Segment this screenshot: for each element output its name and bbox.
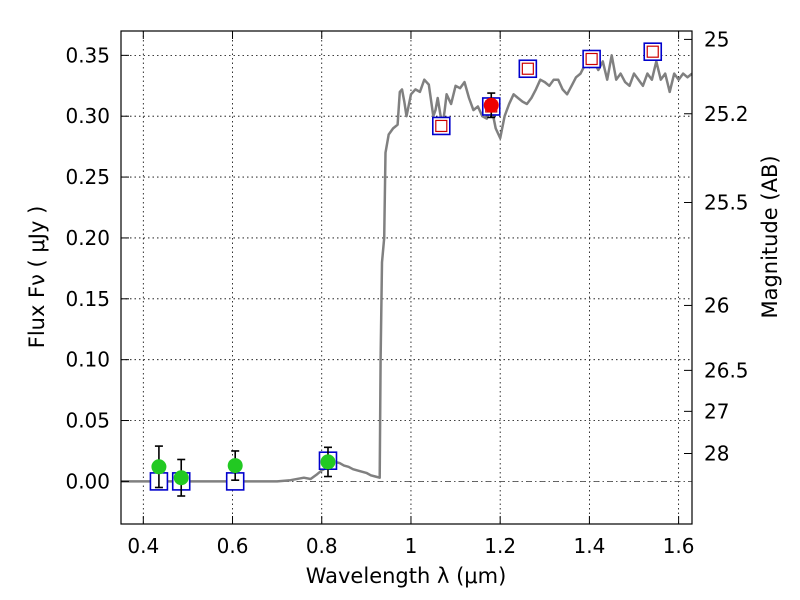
model-box	[518, 59, 538, 79]
dropout-marker	[227, 458, 243, 474]
x-tick-label: 0.6	[217, 534, 249, 558]
observed-point	[320, 446, 336, 478]
x-axis-label: Wavelength λ (μm)	[306, 564, 507, 588]
y-tick-label: 0.25	[65, 165, 110, 189]
detection-marker	[483, 97, 499, 113]
x-tick-label: 1.4	[573, 534, 605, 558]
mag-tick-label: 25.5	[704, 191, 749, 215]
model-box	[643, 42, 663, 61]
model-box	[431, 116, 451, 136]
x-tick-label: 1	[405, 534, 418, 558]
mag-tick-label: 26.5	[704, 358, 749, 382]
tick-labels: 0.4 0.6 0.8 1 1.2 1.4 1.6 0.00 0.05 0.10 0.15 0.20 0…	[65, 27, 748, 558]
plot-frame	[120, 30, 693, 525]
y-tick-label: 0.10	[65, 348, 110, 372]
observed-point	[173, 458, 189, 497]
model-box-inner	[646, 45, 659, 58]
mag-tick-label: 25.2	[704, 102, 749, 126]
mag-tick-label: 28	[704, 442, 729, 466]
dropout-marker	[151, 459, 167, 475]
y-tick-label: 0.30	[65, 104, 110, 128]
x-tick-label: 0.8	[306, 534, 338, 558]
grid	[121, 31, 692, 524]
observed-point	[227, 450, 243, 481]
template-spectrum-line	[121, 54, 692, 483]
dropout-marker	[173, 470, 189, 486]
y-tick-label: 0.35	[65, 43, 110, 67]
y-tick-label: 0.05	[65, 409, 110, 433]
data-marks	[149, 42, 663, 497]
dropout-marker	[320, 454, 336, 470]
y-axis-label: Flux Fν ( μJy )	[25, 206, 49, 349]
x-tick-label: 0.4	[127, 534, 159, 558]
model-box	[582, 49, 601, 69]
mag-tick-label: 25	[704, 27, 729, 51]
model-box-inner	[435, 119, 448, 133]
model-box-inner	[585, 52, 598, 66]
y-tick-label: 0.00	[65, 469, 110, 493]
observed-point	[483, 92, 499, 119]
model-point	[643, 42, 663, 61]
model-point	[582, 49, 601, 69]
mag-tick-label: 26	[704, 293, 729, 317]
mag-tick-label: 27	[704, 399, 729, 423]
y2-axis-label: Magnitude (AB)	[758, 155, 782, 318]
observed-point	[151, 445, 167, 489]
model-point	[518, 59, 538, 79]
y-tick-label: 0.20	[65, 226, 110, 250]
axis-ticks	[121, 31, 692, 524]
x-tick-label: 1.6	[663, 534, 695, 558]
x-tick-label: 1.2	[484, 534, 516, 558]
model-point	[431, 116, 451, 136]
template-spectrum-layer	[121, 54, 692, 483]
model-box-inner	[521, 62, 534, 75]
y-tick-label: 0.15	[65, 287, 110, 311]
